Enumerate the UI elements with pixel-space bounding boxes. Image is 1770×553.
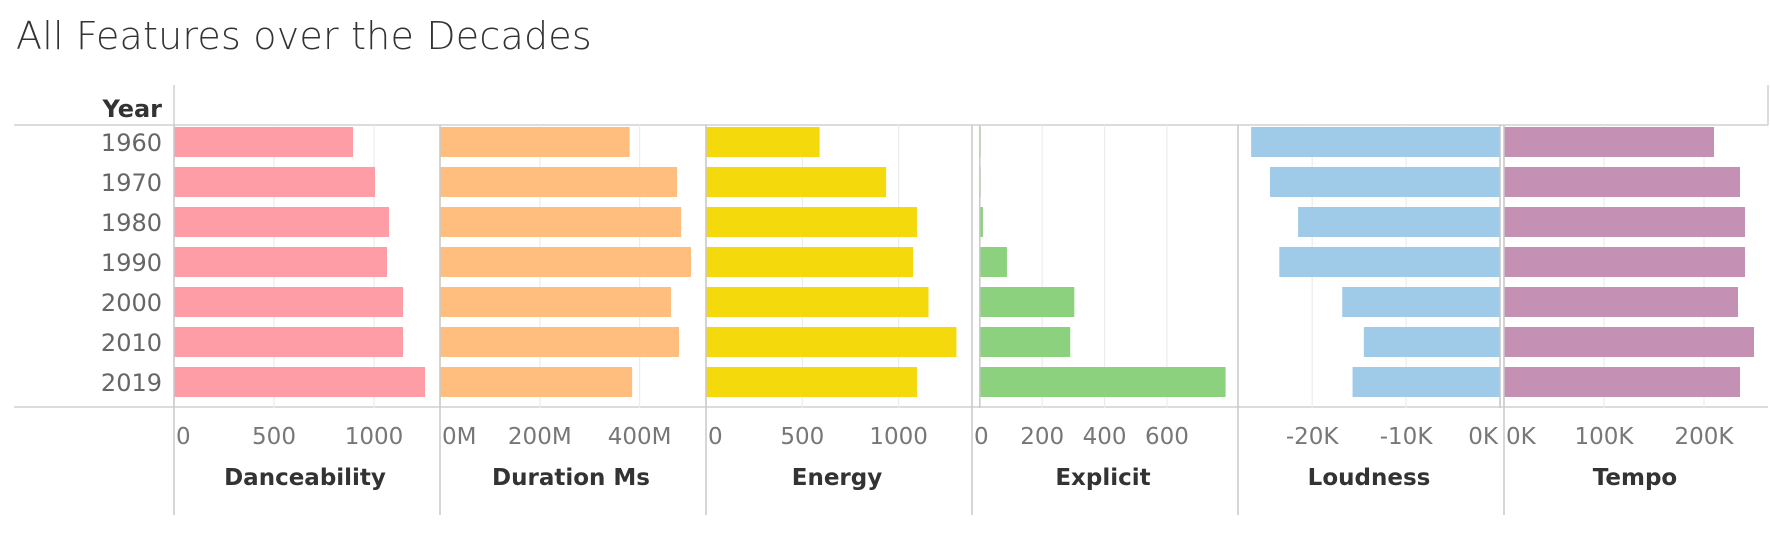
bar <box>706 327 957 357</box>
tick-label: 100K <box>1575 424 1635 450</box>
bar <box>706 287 929 317</box>
tick-label: -20K <box>1286 424 1340 450</box>
axis-title: Explicit <box>1055 465 1150 491</box>
bar <box>174 327 403 357</box>
tick-label: 0 <box>974 424 989 450</box>
bar <box>1363 327 1500 357</box>
chart-title: All Features over the Decades <box>16 14 592 58</box>
bar <box>1504 287 1738 317</box>
bar <box>440 167 678 197</box>
bar <box>979 367 1226 397</box>
tick-label: 1000 <box>869 424 928 450</box>
tick-label: 1000 <box>345 424 404 450</box>
bar <box>440 207 682 237</box>
bar <box>440 287 672 317</box>
tick-label: 0 <box>708 424 723 450</box>
bar <box>1504 247 1745 277</box>
axis-title: Duration Ms <box>492 465 650 491</box>
bar <box>706 167 887 197</box>
axis-title: Energy <box>792 465 882 491</box>
bar <box>174 247 387 277</box>
bar <box>1352 367 1500 397</box>
tick-label: 200 <box>1020 424 1064 450</box>
axis-title: Danceability <box>224 465 386 491</box>
tick-label: -10K <box>1380 424 1434 450</box>
axis-title: Tempo <box>1593 465 1677 491</box>
bar <box>979 247 1007 277</box>
bar <box>1342 287 1500 317</box>
bar <box>440 127 630 157</box>
tick-label: 200K <box>1675 424 1735 450</box>
bar <box>174 167 375 197</box>
bar <box>440 247 692 277</box>
category-label: 2019 <box>101 369 162 397</box>
bar <box>174 127 353 157</box>
bar <box>706 247 914 277</box>
tick-label: 400M <box>608 424 672 450</box>
bar <box>1504 367 1740 397</box>
category-label: 2000 <box>101 289 162 317</box>
bar <box>174 367 425 397</box>
bar <box>440 327 680 357</box>
row-header-label: Year <box>102 95 163 123</box>
tick-label: 200M <box>508 424 572 450</box>
category-label: 1960 <box>101 129 162 157</box>
bar <box>706 207 917 237</box>
bar <box>1269 167 1500 197</box>
bar <box>1251 127 1500 157</box>
tick-label: 500 <box>780 424 824 450</box>
bar <box>1504 167 1740 197</box>
tick-label: 0K <box>1506 424 1537 450</box>
category-label: 2010 <box>101 329 162 357</box>
bar <box>979 207 983 237</box>
tick-label: 0 <box>176 424 191 450</box>
bar <box>1504 127 1714 157</box>
bar <box>440 367 633 397</box>
tick-label: 500 <box>252 424 296 450</box>
bar <box>174 287 403 317</box>
bar <box>979 327 1071 357</box>
bar <box>979 287 1075 317</box>
tick-label: 0K <box>1468 424 1499 450</box>
tick-label: 0M <box>442 424 476 450</box>
axis-title: Loudness <box>1308 465 1431 491</box>
bar <box>174 207 389 237</box>
tick-label: 600 <box>1145 424 1189 450</box>
bar <box>1298 207 1500 237</box>
bar <box>706 127 820 157</box>
category-label: 1990 <box>101 249 162 277</box>
bar <box>1504 207 1745 237</box>
bar <box>1504 327 1754 357</box>
bar <box>1279 247 1500 277</box>
category-label: 1970 <box>101 169 162 197</box>
category-label: 1980 <box>101 209 162 237</box>
tick-label: 400 <box>1083 424 1127 450</box>
bar <box>706 367 917 397</box>
